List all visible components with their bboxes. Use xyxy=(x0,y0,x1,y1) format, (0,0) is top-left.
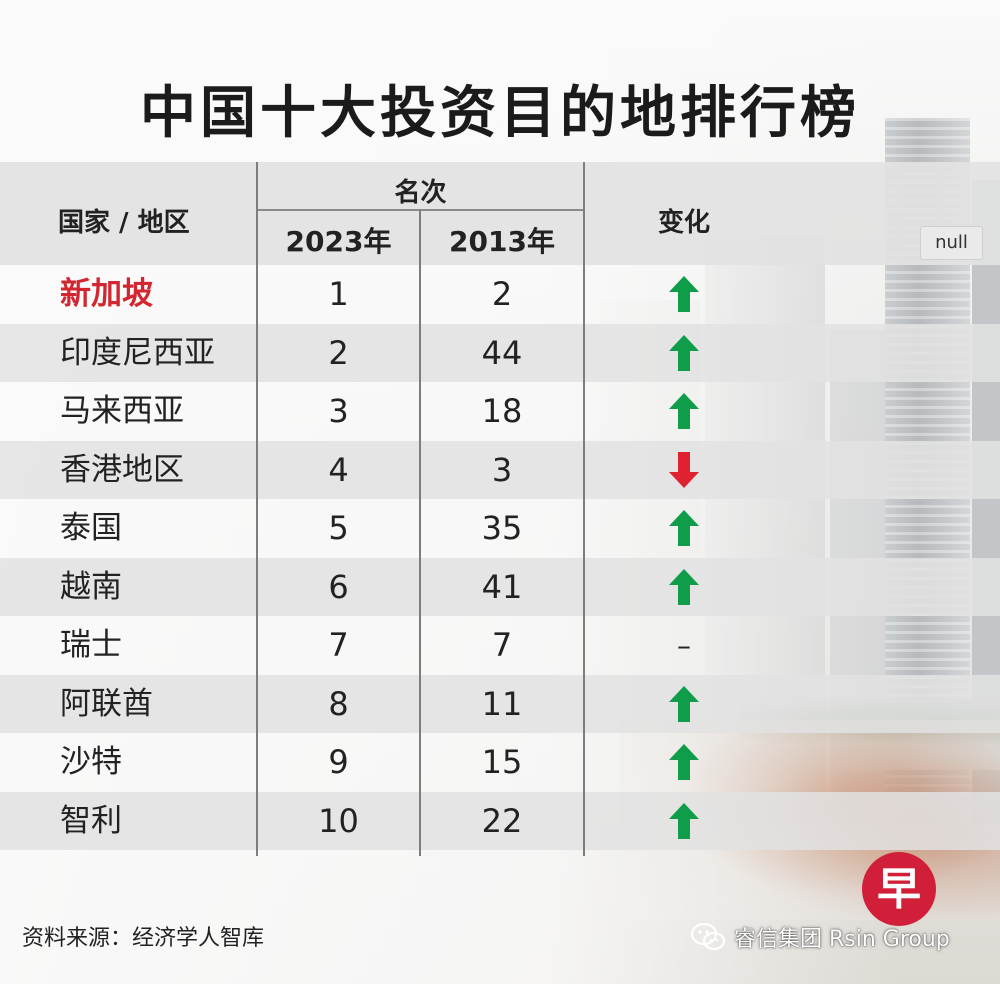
rank-2013: 18 xyxy=(481,392,523,430)
region-name: 越南 xyxy=(60,568,122,605)
up-arrow-icon xyxy=(669,802,699,839)
header-year-2013: 2013年 xyxy=(449,225,555,258)
region-name: 瑞士 xyxy=(60,627,122,663)
header-year-2023: 2023年 xyxy=(285,225,392,258)
rank-2013: 11 xyxy=(481,684,523,723)
rank-2023: 9 xyxy=(328,743,349,781)
up-arrow-icon xyxy=(669,568,699,605)
change-indicator xyxy=(584,499,784,557)
up-arrow-icon xyxy=(669,393,699,429)
table-row: 香港地区 4 3 xyxy=(0,440,1000,499)
header-rank: 名次 xyxy=(394,178,447,208)
column-divider-years xyxy=(419,209,421,856)
change-indicator xyxy=(584,265,784,323)
change-indicator xyxy=(584,675,784,733)
region-name: 印度尼西亚 xyxy=(60,334,215,371)
table-header: 国家 / 地区 名次 2023年 2013年 变化 null xyxy=(0,162,1000,265)
region-name: 泰国 xyxy=(60,510,122,546)
table-row: 瑞士 7 7 – xyxy=(0,616,1000,675)
rank-2023: 5 xyxy=(328,509,349,547)
rank-2013: 3 xyxy=(491,450,513,489)
column-divider-region xyxy=(256,162,258,856)
table-row: 越南 6 41 xyxy=(0,557,1000,616)
region-name: 马来西亚 xyxy=(60,393,184,429)
rank-2023: 7 xyxy=(328,626,349,664)
header-region: 国家 / 地区 xyxy=(58,208,190,238)
ranking-table: 国家 / 地区 名次 2023年 2013年 变化 null 新加坡 1 2 印度尼西… xyxy=(0,162,1000,850)
rank-2013: 35 xyxy=(481,509,523,547)
watermark-text: 睿信集团 Rsin Group xyxy=(734,927,950,952)
rank-2013: 2 xyxy=(491,275,513,313)
rank-2023: 8 xyxy=(328,684,349,723)
wechat-icon xyxy=(690,922,726,951)
table-row: 泰国 5 35 xyxy=(0,499,1000,558)
change-indicator xyxy=(584,733,784,791)
up-arrow-icon xyxy=(669,276,699,312)
column-divider-change xyxy=(583,162,585,856)
rank-2013: 41 xyxy=(481,567,523,606)
rank-2013: 44 xyxy=(481,333,523,372)
table-row: 阿联酋 8 11 xyxy=(0,674,1000,733)
rank-2013: 22 xyxy=(481,801,523,840)
region-name: 阿联酋 xyxy=(60,685,153,722)
change-indicator xyxy=(584,441,784,499)
change-indicator xyxy=(584,792,784,850)
table-row: 印度尼西亚 2 44 xyxy=(0,323,1000,382)
header-change: 变化 xyxy=(657,208,710,238)
region-name: 智利 xyxy=(60,802,122,839)
logo-char: 早 xyxy=(877,864,921,915)
rank-2013: 15 xyxy=(481,743,523,781)
null-tag: null xyxy=(920,226,983,260)
up-arrow-icon xyxy=(669,334,699,371)
header-divider xyxy=(257,209,584,211)
rank-2013: 7 xyxy=(491,626,513,664)
zao-logo-icon: 早 xyxy=(877,864,921,915)
region-name: 沙特 xyxy=(60,744,122,780)
rank-2023: 1 xyxy=(328,275,349,313)
rank-2023: 10 xyxy=(318,801,359,840)
change-indicator xyxy=(584,324,784,382)
change-indicator xyxy=(584,558,784,616)
change-indicator: – xyxy=(584,616,784,674)
table-row: 沙特 9 15 xyxy=(0,733,1000,792)
up-arrow-icon xyxy=(669,744,699,780)
change-indicator xyxy=(584,382,784,440)
watermark: 睿信集团 Rsin Group xyxy=(690,921,950,953)
zaobao-logo: 早 xyxy=(862,852,936,926)
region-name: 新加坡 xyxy=(60,276,153,312)
rank-2023: 2 xyxy=(328,333,349,372)
chart-title: 中国十大投资目的地排行榜 xyxy=(140,81,860,146)
table-body: 新加坡 1 2 印度尼西亚 2 44 马来西亚 3 18 香港地区 4 3 泰国 5 35 越南 6 41 瑞士 7 7… xyxy=(0,265,1000,850)
up-arrow-icon xyxy=(669,685,699,722)
region-name: 香港地区 xyxy=(60,451,184,488)
rank-2023: 6 xyxy=(328,567,349,606)
no-change-dash: – xyxy=(677,628,691,662)
rank-2023: 4 xyxy=(328,450,349,489)
table-row: 马来西亚 3 18 xyxy=(0,382,1000,441)
data-source: 资料来源：经济学人智库 xyxy=(22,926,265,951)
down-arrow-icon xyxy=(669,451,699,488)
rank-2023: 3 xyxy=(328,392,349,430)
table-row: 新加坡 1 2 xyxy=(0,265,1000,324)
table-row: 智利 10 22 xyxy=(0,791,1000,850)
up-arrow-icon xyxy=(669,510,699,546)
